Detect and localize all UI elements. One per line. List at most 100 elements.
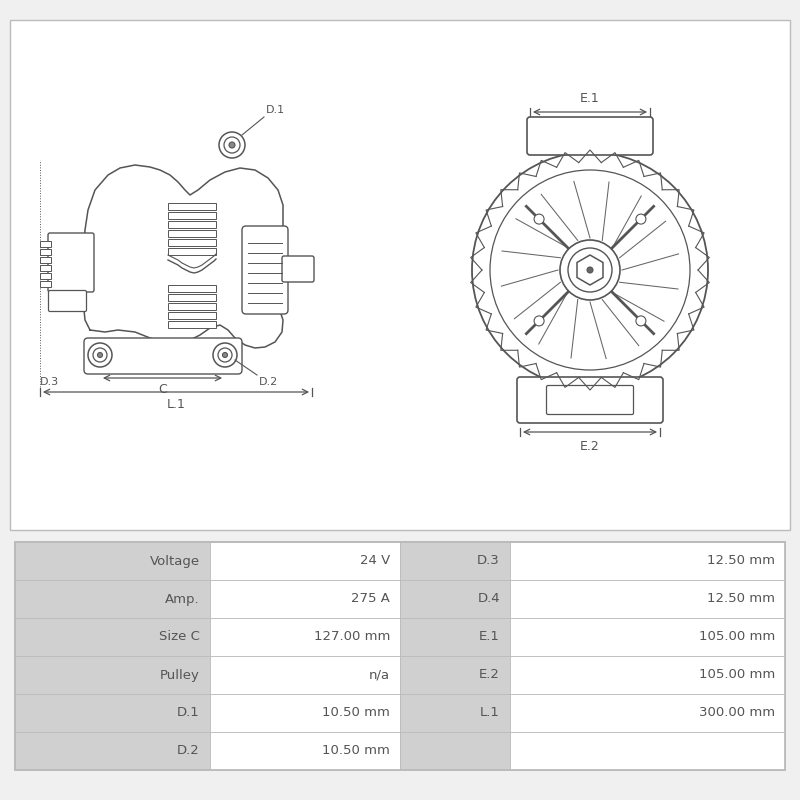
Text: E.1: E.1 — [580, 92, 600, 105]
Bar — [168, 248, 216, 255]
Text: E.2: E.2 — [479, 669, 500, 682]
Text: 127.00 mm: 127.00 mm — [314, 630, 390, 643]
Bar — [15, 580, 210, 618]
Text: L.1: L.1 — [166, 398, 186, 411]
Text: D.3: D.3 — [478, 554, 500, 567]
Text: L.1: L.1 — [480, 706, 500, 719]
Bar — [15, 732, 210, 770]
Text: C: C — [158, 383, 167, 396]
Circle shape — [219, 132, 245, 158]
FancyBboxPatch shape — [48, 233, 94, 292]
Circle shape — [472, 152, 708, 388]
Polygon shape — [82, 165, 283, 348]
Bar — [40, 249, 51, 255]
Bar — [400, 580, 510, 618]
Bar — [15, 542, 210, 580]
FancyBboxPatch shape — [517, 377, 663, 423]
Text: 10.50 mm: 10.50 mm — [322, 745, 390, 758]
Bar — [168, 312, 216, 319]
Text: 12.50 mm: 12.50 mm — [707, 593, 775, 606]
FancyBboxPatch shape — [527, 117, 653, 155]
Circle shape — [636, 316, 646, 326]
Bar — [168, 221, 216, 228]
Bar — [15, 542, 785, 770]
Circle shape — [224, 137, 240, 153]
Bar — [400, 656, 510, 694]
Circle shape — [534, 214, 544, 224]
Text: E.2: E.2 — [580, 440, 600, 453]
Bar — [168, 321, 216, 328]
Text: D.2: D.2 — [178, 745, 200, 758]
Text: Size C: Size C — [159, 630, 200, 643]
Bar — [168, 239, 216, 246]
Bar — [210, 542, 400, 580]
Circle shape — [636, 214, 646, 224]
Bar — [40, 281, 51, 287]
FancyBboxPatch shape — [282, 256, 314, 282]
Bar — [510, 656, 785, 694]
Circle shape — [222, 353, 227, 358]
Bar — [510, 618, 785, 656]
Bar — [210, 580, 400, 618]
Bar — [40, 265, 51, 271]
Bar — [168, 230, 216, 237]
Circle shape — [98, 353, 102, 358]
Bar — [40, 241, 51, 247]
FancyBboxPatch shape — [546, 386, 634, 414]
Circle shape — [568, 248, 612, 292]
Text: Pulley: Pulley — [160, 669, 200, 682]
Text: 300.00 mm: 300.00 mm — [699, 706, 775, 719]
Bar — [210, 618, 400, 656]
Circle shape — [534, 316, 544, 326]
Bar — [510, 694, 785, 732]
Bar — [168, 294, 216, 301]
Circle shape — [560, 240, 620, 300]
Text: D.4: D.4 — [478, 593, 500, 606]
Bar — [210, 656, 400, 694]
Bar — [15, 618, 210, 656]
Text: 105.00 mm: 105.00 mm — [698, 630, 775, 643]
Bar — [400, 732, 510, 770]
Text: n/a: n/a — [369, 669, 390, 682]
Bar — [40, 273, 51, 279]
FancyBboxPatch shape — [242, 226, 288, 314]
Circle shape — [229, 142, 235, 148]
Text: D.2: D.2 — [259, 377, 278, 387]
Bar — [510, 732, 785, 770]
Bar — [168, 203, 216, 210]
Text: Voltage: Voltage — [150, 554, 200, 567]
Text: D.3: D.3 — [40, 377, 59, 387]
Bar — [15, 656, 210, 694]
Circle shape — [213, 343, 237, 367]
Text: 105.00 mm: 105.00 mm — [698, 669, 775, 682]
Text: 10.50 mm: 10.50 mm — [322, 706, 390, 719]
Bar — [168, 212, 216, 219]
Bar — [210, 732, 400, 770]
Bar — [10, 20, 790, 530]
Circle shape — [88, 343, 112, 367]
Text: E.1: E.1 — [479, 630, 500, 643]
Bar — [210, 694, 400, 732]
Text: D.1: D.1 — [266, 105, 285, 115]
Bar — [40, 257, 51, 263]
Text: 12.50 mm: 12.50 mm — [707, 554, 775, 567]
Text: Amp.: Amp. — [166, 593, 200, 606]
Text: 275 A: 275 A — [351, 593, 390, 606]
Bar — [510, 580, 785, 618]
Bar — [510, 542, 785, 580]
Bar — [400, 618, 510, 656]
Bar — [168, 303, 216, 310]
Polygon shape — [577, 255, 603, 285]
Bar — [15, 542, 785, 770]
Circle shape — [587, 267, 593, 273]
Text: 24 V: 24 V — [360, 554, 390, 567]
Bar — [400, 694, 510, 732]
Bar — [400, 542, 510, 580]
Text: D.1: D.1 — [178, 706, 200, 719]
FancyBboxPatch shape — [49, 290, 86, 311]
FancyBboxPatch shape — [84, 338, 242, 374]
Bar — [15, 694, 210, 732]
Bar — [168, 285, 216, 292]
Circle shape — [93, 348, 107, 362]
Circle shape — [218, 348, 232, 362]
